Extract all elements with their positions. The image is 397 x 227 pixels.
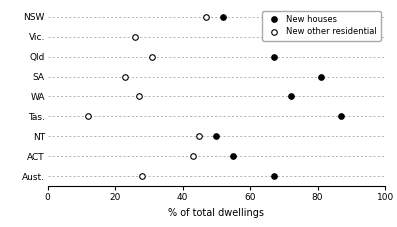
X-axis label: % of total dwellings: % of total dwellings bbox=[168, 208, 264, 218]
Legend: New houses, New other residential: New houses, New other residential bbox=[262, 11, 381, 41]
